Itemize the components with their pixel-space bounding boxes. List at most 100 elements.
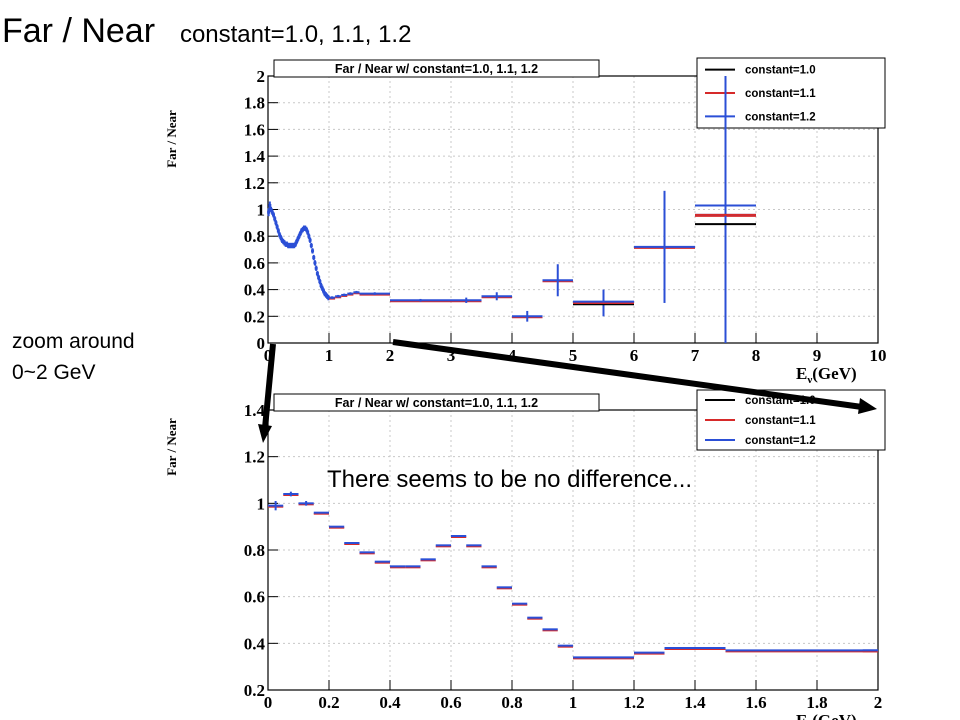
data-point [283, 491, 299, 497]
y-tick-label: 0.2 [244, 681, 265, 700]
zoom-arrows [258, 339, 877, 443]
y-tick-label: 1.4 [244, 401, 266, 420]
legend-label: constant=1.2 [745, 435, 816, 447]
y-tick-label: 0.4 [244, 634, 266, 653]
x-tick-label: 1.6 [745, 693, 766, 712]
x-tick-label: 0.4 [379, 693, 401, 712]
x-tick-label: 1 [325, 346, 334, 365]
x-tick-label: 5 [569, 346, 578, 365]
x-tick-label: 6 [630, 346, 639, 365]
zoom-arrow-left [262, 343, 276, 429]
zoom-note-line1: zoom around [12, 330, 135, 353]
data-point [314, 265, 318, 271]
y-tick-label: 0.6 [244, 588, 265, 607]
data-point [496, 586, 512, 590]
plot-zoom-range: 0 0.2 0.4 0.6 0.8 1 1.2 1.4 1.6 1.8 20.20.40.60.81… [164, 389, 886, 720]
data-point [353, 290, 360, 295]
data-point [390, 565, 406, 569]
zoom-arrow-right [392, 339, 863, 410]
data-point [634, 190, 695, 303]
data-point [466, 544, 482, 548]
plot-title-box [273, 59, 600, 78]
y-tick-label: 1 [257, 494, 266, 513]
data-point [313, 260, 317, 266]
x-axis-label: Eν(GeV) [796, 364, 857, 386]
data-point [573, 656, 604, 660]
data-point [359, 292, 390, 296]
data-point [512, 310, 543, 322]
data-point [481, 565, 497, 569]
data-point [405, 565, 421, 569]
y-tick-label: 1 [257, 201, 266, 220]
plot-full-range: 01234567891000.20.40.60.811.21.41.61.82F… [164, 57, 887, 386]
data-point [557, 644, 573, 648]
zoom-note: zoom around 0~2 GeV [12, 326, 135, 388]
y-tick-label: 0.8 [244, 227, 265, 246]
data-point [542, 628, 558, 632]
data-point [268, 501, 284, 511]
x-axis-label-sub: ν [806, 374, 812, 386]
legend-label: constant=1.1 [745, 88, 816, 100]
x-tick-label: 2 [874, 693, 883, 712]
data-point [603, 656, 634, 660]
y-tick-label: 1.2 [244, 174, 265, 193]
data-point [298, 501, 314, 506]
x-tick-label: 1.8 [806, 693, 827, 712]
zoom-arrow-left-head [258, 424, 272, 443]
data-point [312, 254, 316, 261]
data-point [276, 228, 280, 234]
x-tick-label: 10 [870, 346, 887, 365]
x-tick-label: 0.2 [318, 693, 339, 712]
data-point [664, 647, 695, 651]
y-tick-label: 1.4 [244, 147, 266, 166]
data-point [318, 278, 322, 285]
x-tick-label: 2 [386, 346, 395, 365]
data-point [420, 558, 436, 562]
legend-label: constant=1.1 [745, 415, 816, 427]
data-point [374, 560, 390, 564]
data-point [326, 294, 330, 301]
x-tick-label: 0 [264, 693, 273, 712]
data-point [435, 544, 451, 548]
x-tick-label: 1 [569, 693, 578, 712]
x-tick-label: 3 [447, 346, 456, 365]
data-point [527, 616, 543, 620]
data-point [512, 602, 528, 606]
data-point [317, 274, 321, 281]
data-point [347, 292, 354, 296]
x-tick-label: 0.6 [440, 693, 461, 712]
data-point [634, 651, 665, 655]
slide-title: Far / Near constant=1.0, 1.1, 1.2 [2, 12, 411, 51]
data-point [862, 649, 878, 653]
data-point [271, 212, 275, 218]
data-point [695, 647, 726, 651]
x-axis-label-main: E [796, 364, 807, 383]
data-point [308, 237, 312, 243]
y-axis-label: Far / Near [164, 418, 179, 476]
data-point [306, 229, 310, 235]
legend-label: constant=1.2 [745, 111, 816, 123]
x-tick-label: 1.4 [684, 693, 706, 712]
y-tick-label: 2 [257, 67, 266, 86]
data-point [315, 270, 319, 277]
data-point [542, 264, 573, 297]
x-tick-label: 0 [264, 346, 273, 365]
data-point [451, 535, 467, 539]
x-axis-label-unit: (GeV) [812, 364, 856, 383]
x-tick-label: 9 [813, 346, 822, 365]
y-tick-label: 1.8 [244, 94, 265, 113]
y-tick-label: 0.4 [244, 281, 266, 300]
x-axis-label-main: E [796, 711, 807, 720]
y-axis-label: Far / Near [164, 110, 179, 168]
data-point [274, 220, 278, 226]
slide-title-sub: constant=1.0, 1.1, 1.2 [179, 21, 412, 48]
slide-title-main: Far / Near [2, 12, 156, 50]
comment-text: There seems to be no difference... [327, 466, 693, 493]
data-point [329, 296, 336, 300]
y-tick-label: 0 [257, 334, 266, 353]
data-point [329, 525, 345, 529]
x-axis-label-unit: (GeV) [812, 711, 856, 720]
data-point [390, 298, 451, 303]
plot-title-box [273, 393, 600, 412]
